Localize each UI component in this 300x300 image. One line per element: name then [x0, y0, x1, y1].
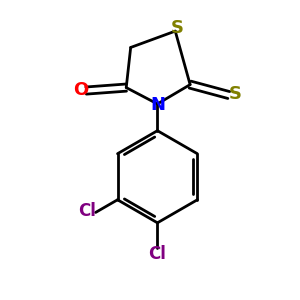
Text: S: S: [229, 85, 242, 103]
Text: O: O: [73, 81, 88, 99]
Text: Cl: Cl: [78, 202, 96, 220]
Text: S: S: [171, 19, 184, 37]
Text: N: N: [150, 96, 165, 114]
Text: Cl: Cl: [148, 245, 166, 263]
